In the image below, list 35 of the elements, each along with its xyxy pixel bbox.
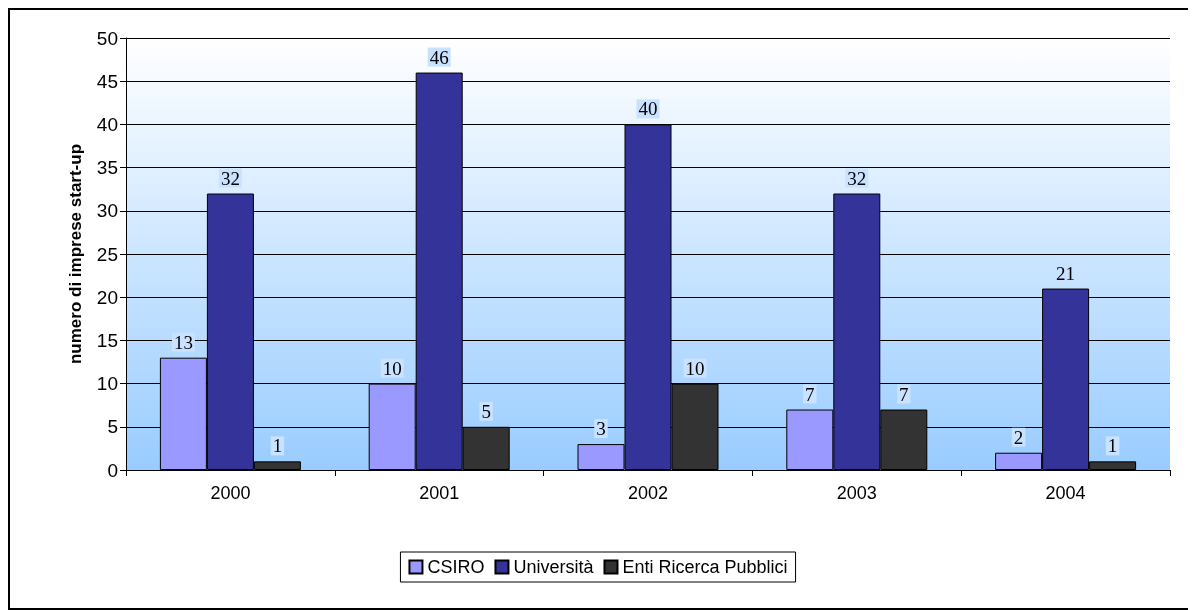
data-label: 1	[1107, 435, 1118, 457]
y-tick-label: 10	[96, 373, 118, 395]
x-tick-label: 2000	[210, 483, 251, 503]
y-tick-label: 15	[96, 329, 118, 351]
data-label: 1	[272, 435, 283, 457]
data-label: 5	[481, 400, 491, 422]
data-label: 21	[1056, 262, 1076, 284]
data-label: 32	[847, 167, 867, 189]
data-label: 10	[382, 357, 402, 379]
y-tick-label: 25	[96, 243, 118, 265]
y-tick-label: 50	[96, 27, 118, 49]
y-tick-label: 40	[96, 113, 118, 135]
data-label: 7	[899, 383, 909, 405]
legend-label: Università	[513, 557, 595, 577]
y-tick-label: 45	[96, 70, 118, 92]
x-tick-label: 2004	[1045, 483, 1086, 503]
y-tick-label: 35	[96, 157, 118, 179]
data-label: 13	[173, 331, 193, 353]
data-label: 3	[596, 418, 606, 440]
x-tick-label: 2003	[836, 483, 877, 503]
legend-label: Enti Ricerca Pubblici	[622, 557, 788, 577]
data-label: 40	[638, 98, 658, 120]
legend-label: CSIRO	[427, 557, 485, 577]
x-tick-label: 2001	[419, 483, 460, 503]
y-tick-label: 30	[96, 200, 118, 222]
data-label: 10	[685, 357, 705, 379]
x-tick-label: 2002	[627, 483, 669, 503]
data-label: 7	[805, 383, 815, 405]
data-label: 32	[220, 167, 240, 189]
y-tick-label: 0	[107, 459, 118, 481]
y-axis-title: numero di imprese start-up	[66, 143, 85, 365]
data-label: 2	[1013, 426, 1024, 448]
y-tick-label: 5	[107, 416, 118, 438]
data-label: 46	[429, 46, 449, 68]
y-tick-label: 20	[96, 286, 118, 308]
